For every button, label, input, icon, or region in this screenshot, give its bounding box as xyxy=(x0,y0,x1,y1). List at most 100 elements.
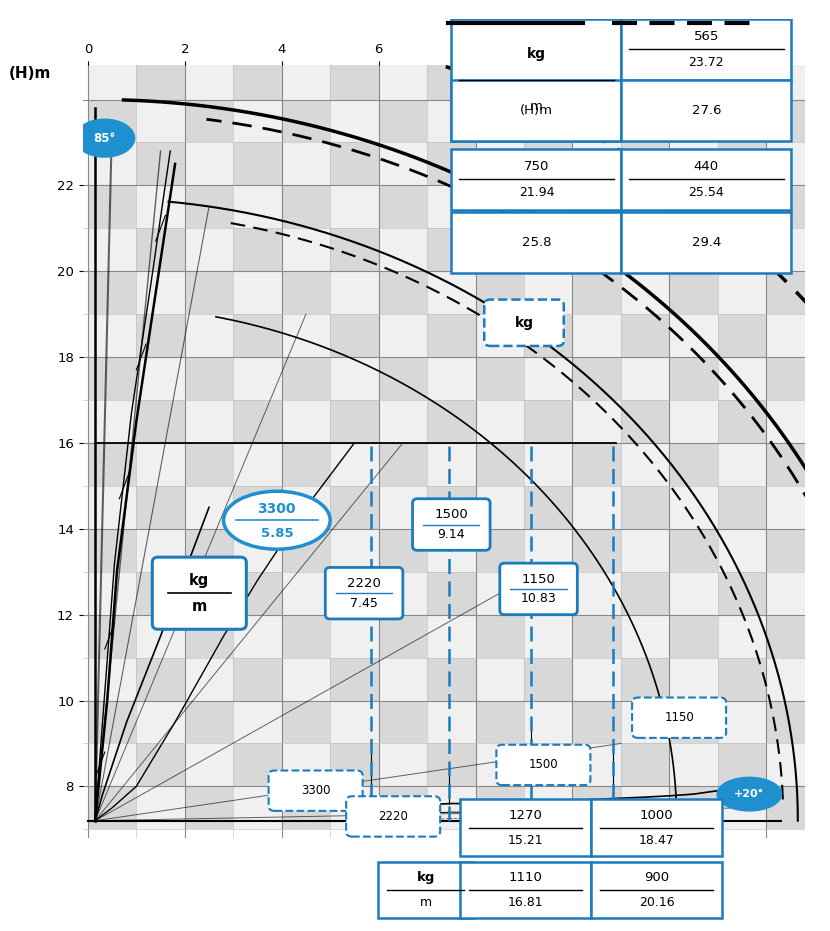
Text: 25.54: 25.54 xyxy=(688,186,724,199)
Bar xyxy=(233,271,281,314)
Bar xyxy=(573,358,621,400)
Bar xyxy=(718,142,766,185)
FancyBboxPatch shape xyxy=(500,563,578,614)
Text: 1150: 1150 xyxy=(664,711,694,724)
Text: 85°: 85° xyxy=(94,131,116,144)
Text: m: m xyxy=(192,600,207,614)
Bar xyxy=(88,228,136,271)
Bar xyxy=(233,744,281,787)
Bar xyxy=(766,400,815,443)
Bar xyxy=(330,614,378,657)
Text: 29.4: 29.4 xyxy=(691,236,721,250)
Bar xyxy=(766,443,815,486)
Bar xyxy=(185,614,233,657)
Bar xyxy=(670,228,718,271)
Bar xyxy=(330,400,378,443)
Bar xyxy=(136,443,185,486)
Text: kg: kg xyxy=(189,573,209,587)
Bar xyxy=(573,787,621,830)
Bar xyxy=(233,314,281,358)
Bar xyxy=(378,614,427,657)
Bar xyxy=(524,657,573,700)
Bar xyxy=(185,100,233,142)
Bar xyxy=(766,572,815,614)
Bar xyxy=(766,787,815,830)
Bar xyxy=(88,657,136,700)
Bar xyxy=(88,400,136,443)
Bar xyxy=(573,57,621,100)
Bar xyxy=(136,529,185,572)
Bar xyxy=(718,443,766,486)
Bar xyxy=(281,228,330,271)
Bar xyxy=(233,486,281,529)
Bar xyxy=(766,614,815,657)
Bar xyxy=(88,358,136,400)
Bar xyxy=(718,529,766,572)
Bar xyxy=(573,185,621,228)
Bar xyxy=(670,100,718,142)
Text: 1270: 1270 xyxy=(509,809,542,822)
Bar xyxy=(718,787,766,830)
Bar xyxy=(330,358,378,400)
Bar xyxy=(136,271,185,314)
Bar xyxy=(621,228,670,271)
Bar xyxy=(427,100,476,142)
Bar xyxy=(427,57,476,100)
Bar xyxy=(476,787,524,830)
Bar xyxy=(233,657,281,700)
Bar xyxy=(524,185,573,228)
Bar xyxy=(185,657,233,700)
Text: 21.94: 21.94 xyxy=(519,186,554,199)
FancyBboxPatch shape xyxy=(496,745,590,785)
Bar xyxy=(524,529,573,572)
Bar xyxy=(330,529,378,572)
Bar xyxy=(573,572,621,614)
Bar xyxy=(524,400,573,443)
Bar xyxy=(621,657,670,700)
Bar xyxy=(185,400,233,443)
Bar xyxy=(330,314,378,358)
Bar xyxy=(452,19,622,141)
Text: 565: 565 xyxy=(694,30,719,43)
Text: 20.16: 20.16 xyxy=(639,896,675,909)
Bar xyxy=(136,57,185,100)
Bar xyxy=(330,142,378,185)
Bar xyxy=(330,657,378,700)
Bar xyxy=(88,314,136,358)
Bar xyxy=(621,57,670,100)
Bar xyxy=(476,185,524,228)
Bar xyxy=(330,744,378,787)
Bar xyxy=(281,358,330,400)
Bar xyxy=(718,271,766,314)
Bar xyxy=(621,358,670,400)
Bar xyxy=(185,57,233,100)
Bar xyxy=(622,80,791,141)
Bar xyxy=(281,100,330,142)
Bar xyxy=(718,657,766,700)
Bar xyxy=(378,358,427,400)
Bar xyxy=(330,443,378,486)
Bar xyxy=(233,614,281,657)
Ellipse shape xyxy=(718,778,781,810)
Bar xyxy=(573,700,621,744)
Bar xyxy=(281,572,330,614)
Bar xyxy=(427,486,476,529)
Bar xyxy=(476,400,524,443)
Bar xyxy=(476,614,524,657)
Bar xyxy=(88,57,136,100)
Bar xyxy=(622,212,791,274)
Bar xyxy=(670,400,718,443)
Bar xyxy=(233,228,281,271)
Bar xyxy=(233,100,281,142)
Text: 15.21: 15.21 xyxy=(508,834,543,847)
Bar xyxy=(621,787,670,830)
Ellipse shape xyxy=(76,120,134,156)
Bar xyxy=(88,271,136,314)
Bar xyxy=(136,657,185,700)
Bar xyxy=(670,443,718,486)
Bar xyxy=(185,142,233,185)
Bar xyxy=(766,228,815,271)
Text: 3300: 3300 xyxy=(300,784,330,797)
Bar xyxy=(670,614,718,657)
Text: m: m xyxy=(530,100,543,113)
